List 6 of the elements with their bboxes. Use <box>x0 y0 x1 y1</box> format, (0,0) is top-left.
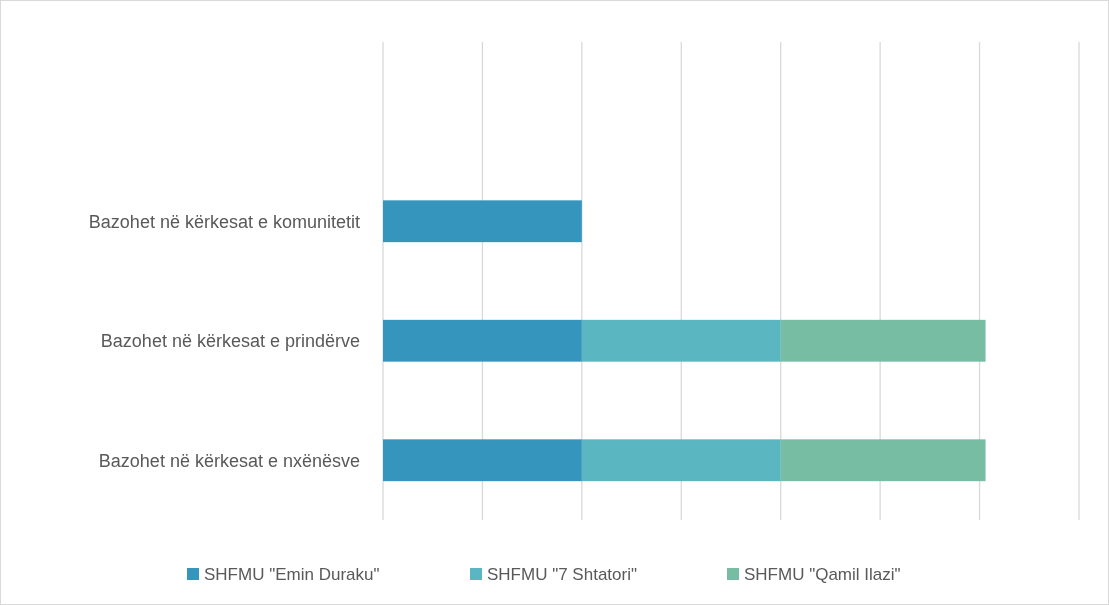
y-tick-label: Bazohet në kërkesat e prindërve <box>100 331 360 352</box>
y-tick-label: Bazohet në kërkesat e komunitetit <box>88 211 360 232</box>
legend-label: SHFMU "Emin Duraku" <box>204 564 380 584</box>
legend-label: SHFMU "Qamil Ilazi" <box>744 564 901 584</box>
y-tick-label: Bazohet në kërkesat e nxënësve <box>98 450 360 471</box>
legend-label: SHFMU "7 Shtatori" <box>487 564 637 584</box>
